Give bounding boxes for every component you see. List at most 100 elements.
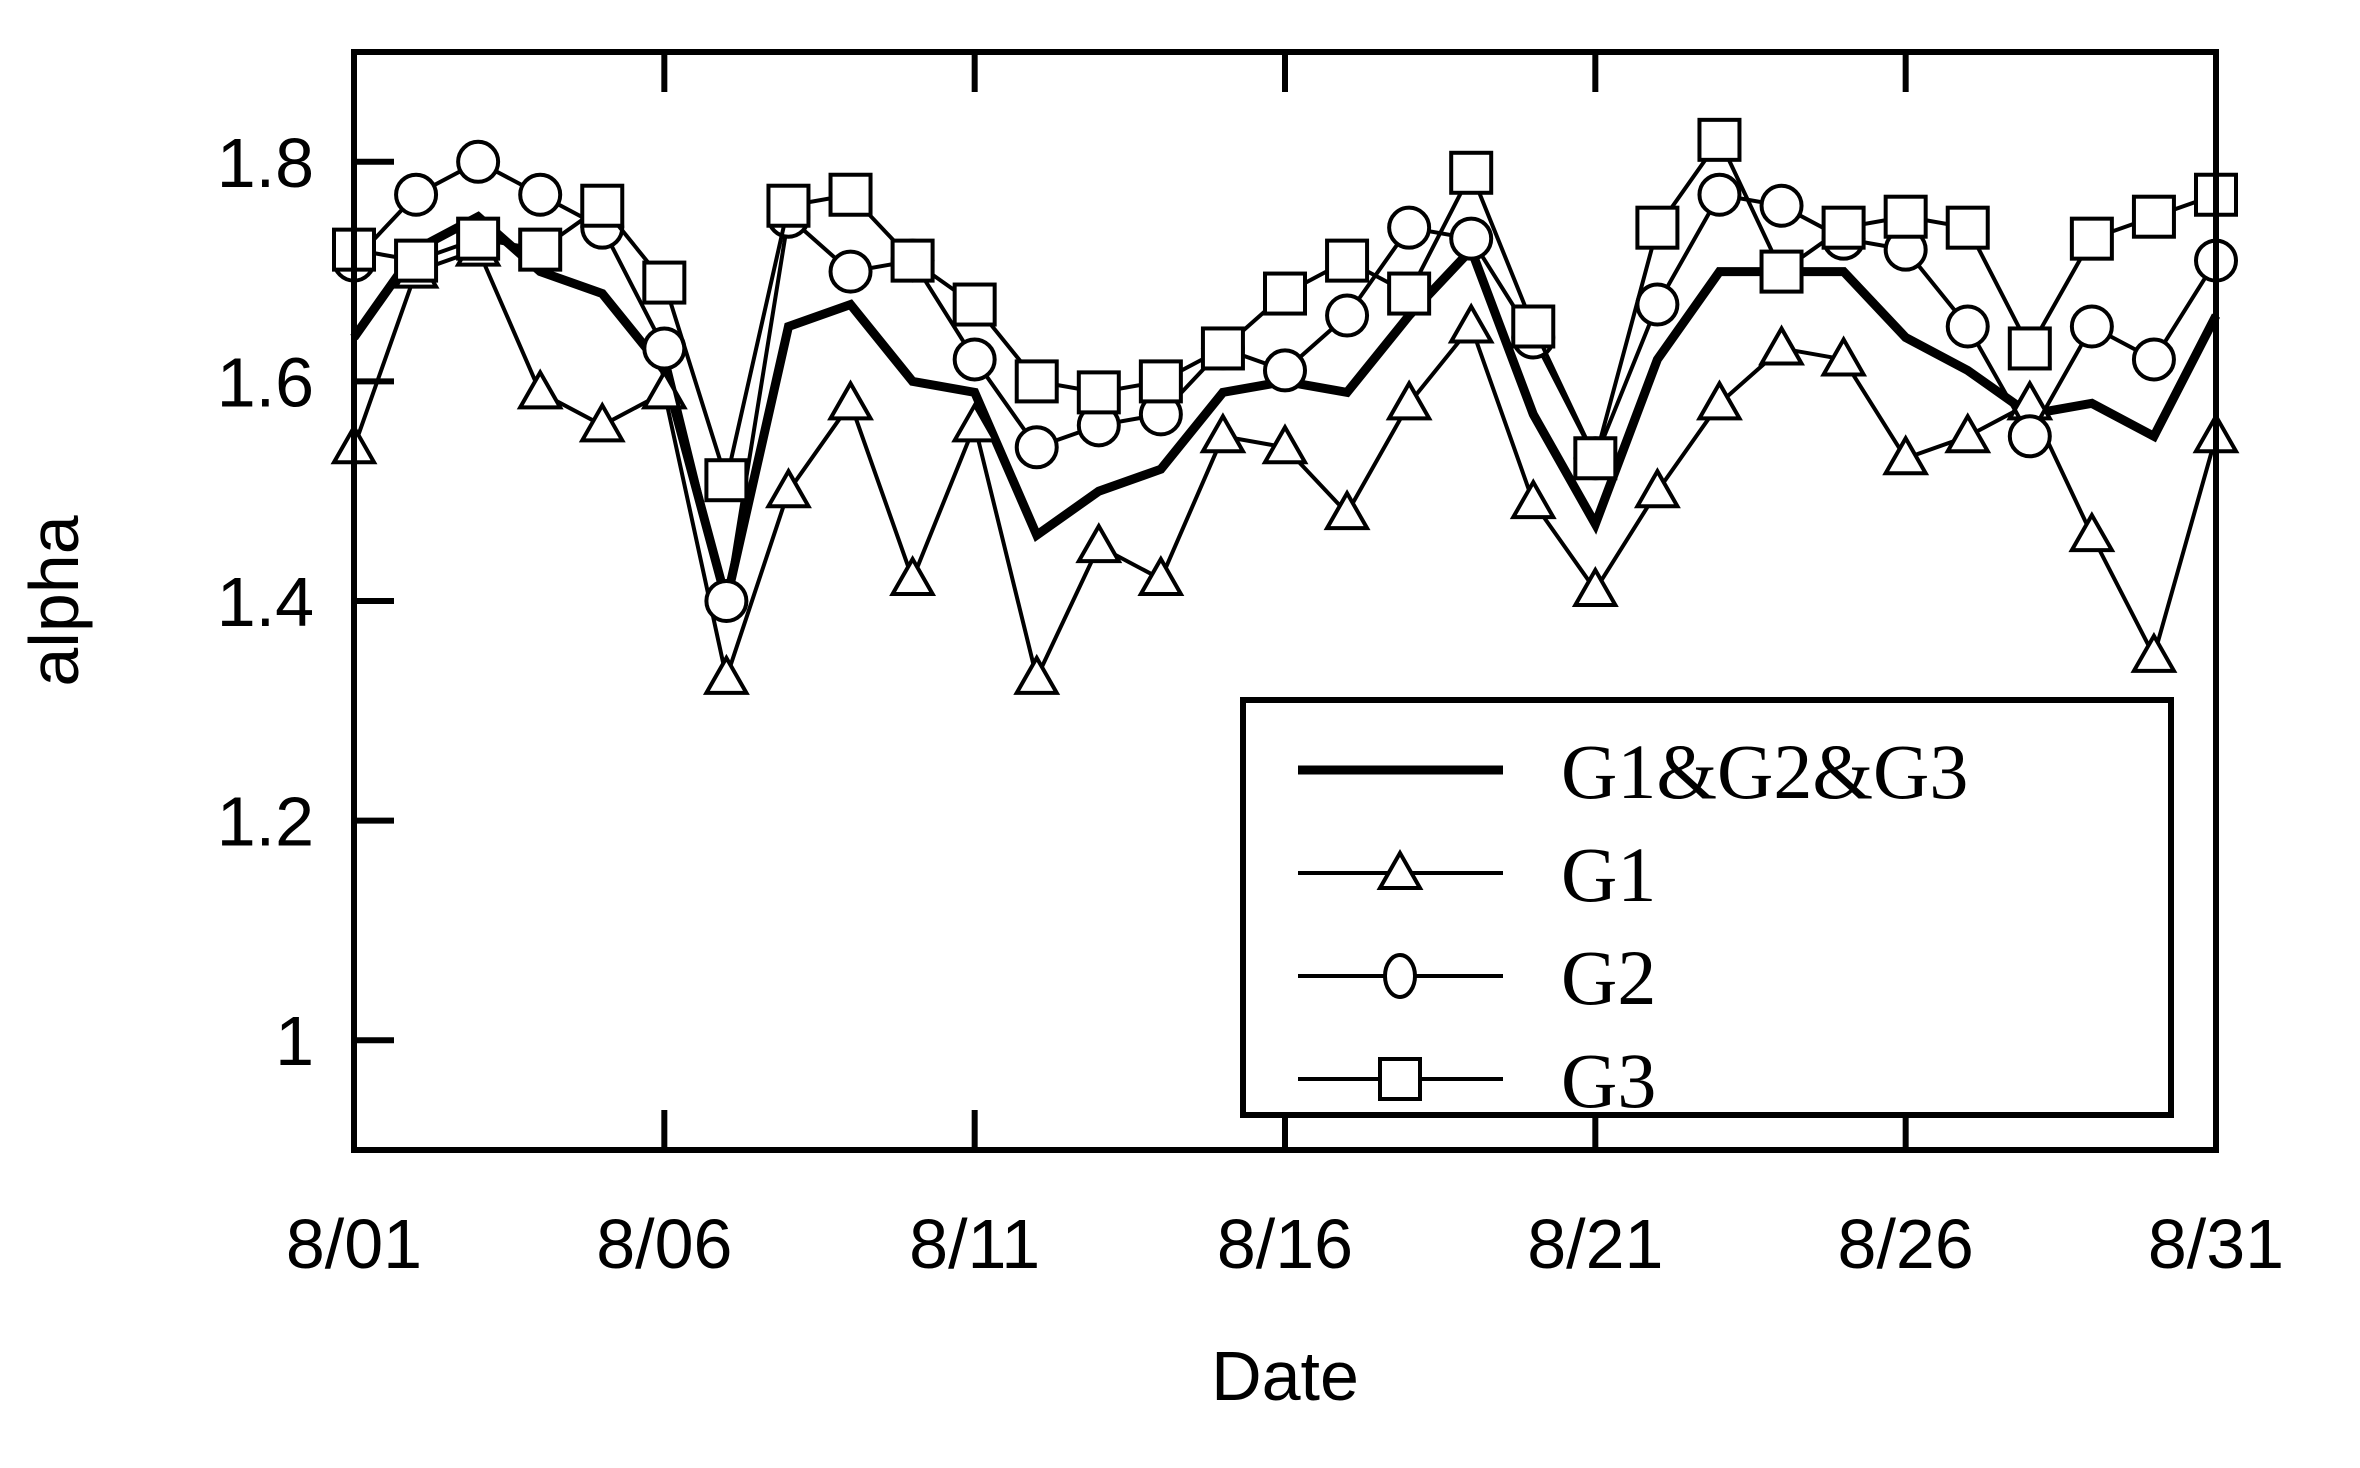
circle-marker-icon	[1325, 293, 1370, 338]
legend-label: G2	[1561, 934, 1656, 1021]
y-axis-title: alpha	[15, 515, 93, 686]
triangle-marker-icon	[2130, 631, 2178, 673]
square-marker-icon	[2131, 194, 2176, 239]
triangle-marker-icon	[1820, 335, 1868, 377]
x-tick-label: 8/26	[1838, 1205, 1974, 1283]
x-tick-label: 8/06	[596, 1205, 732, 1283]
triangle-marker-icon	[1509, 478, 1557, 520]
circle-marker-icon	[518, 172, 563, 217]
square-marker-icon	[2007, 326, 2052, 371]
triangle-marker-icon	[1571, 565, 1619, 608]
circle-legend-icon	[1383, 953, 1417, 999]
square-marker-icon	[1325, 238, 1370, 283]
triangle-marker-icon	[889, 555, 937, 597]
x-tick-label: 8/16	[1217, 1205, 1353, 1283]
triangle-marker-icon	[1013, 653, 1061, 695]
square-marker-icon	[952, 282, 997, 327]
circle-marker-icon	[1449, 216, 1494, 261]
circle-marker-icon	[456, 139, 501, 184]
circle-marker-icon	[2069, 304, 2114, 349]
triangle-marker-icon	[1633, 467, 1681, 509]
circle-marker-icon	[828, 249, 873, 294]
square-marker-icon	[766, 183, 811, 228]
triangle-marker-icon	[765, 467, 812, 509]
x-tick-label: 8/11	[909, 1205, 1040, 1283]
x-tick-label: 8/21	[1527, 1205, 1663, 1283]
square-marker-icon	[1263, 271, 1307, 316]
y-tick-label: 1	[275, 1002, 314, 1080]
triangle-marker-icon	[951, 401, 999, 443]
square-legend-icon	[1378, 1057, 1422, 1101]
square-marker-icon	[890, 238, 935, 283]
legend-label: G3	[1561, 1037, 1656, 1124]
circle-marker-icon	[952, 337, 997, 382]
y-tick-label: 1.4	[217, 563, 314, 641]
legend-item: G1&G2&G3	[1298, 728, 1968, 815]
x-tick-label: 8/01	[286, 1205, 422, 1283]
triangle-marker-icon	[1696, 379, 1743, 421]
triangle-marker-icon	[2068, 511, 2116, 553]
square-marker-icon	[1635, 205, 1680, 250]
circle-marker-icon	[1945, 304, 1990, 349]
y-tick-labels: 1 1.2 1.4 1.6 1.8	[217, 124, 314, 1080]
circle-marker-icon	[704, 579, 749, 623]
circle-marker-icon	[2007, 414, 2052, 459]
triangle-marker-icon	[1882, 434, 1930, 476]
triangle-marker-icon	[702, 653, 750, 695]
square-marker-icon	[1387, 271, 1432, 316]
circle-marker-icon	[1697, 172, 1742, 217]
legend: G1&G2&G3 G1 G2 G3	[1240, 697, 2174, 1124]
square-marker-icon	[1821, 205, 1866, 250]
square-marker-icon	[1883, 194, 1928, 239]
triangle-legend-icon	[1376, 848, 1424, 890]
square-marker-icon	[456, 216, 501, 261]
triangle-marker-icon	[1261, 423, 1309, 465]
triangle-marker-icon	[1758, 324, 1805, 366]
triangle-marker-icon	[516, 368, 564, 410]
square-marker-icon	[1511, 304, 1556, 349]
square-marker-icon	[580, 183, 625, 228]
square-marker-icon	[1573, 436, 1618, 481]
series-g3	[332, 117, 2238, 503]
square-marker-icon	[1759, 249, 1804, 294]
square-marker-icon	[1449, 150, 1494, 195]
legend-label: G1	[1561, 831, 1656, 918]
circle-marker-icon	[1387, 205, 1432, 250]
square-marker-icon	[1697, 117, 1742, 162]
square-marker-icon	[1076, 370, 1121, 415]
legend-item: G2	[1298, 934, 1656, 1021]
square-marker-icon	[1138, 359, 1183, 404]
x-tick-labels: 8/01 8/06 8/11 8/16 8/21 8/26 8/31	[286, 1205, 2284, 1283]
square-marker-icon	[1945, 205, 1990, 250]
triangle-marker-icon	[1447, 302, 1495, 344]
circle-marker-icon	[2131, 337, 2176, 382]
circle-marker-icon	[394, 172, 439, 217]
circle-marker-icon	[1263, 348, 1307, 393]
y-tick-label: 1.2	[217, 783, 314, 861]
x-tick-label: 8/31	[2148, 1205, 2284, 1283]
triangle-marker-icon	[578, 401, 626, 443]
triangle-marker-icon	[1199, 412, 1247, 454]
circle-marker-icon	[642, 326, 687, 371]
triangle-marker-icon	[1385, 379, 1433, 421]
circle-marker-icon	[1014, 425, 1059, 470]
triangle-marker-icon	[1137, 555, 1185, 597]
legend-item: G1	[1298, 831, 1656, 918]
triangle-marker-icon	[1075, 522, 1123, 564]
square-marker-icon	[642, 260, 687, 305]
x-axis-title: Date	[1211, 1337, 1359, 1415]
triangle-marker-icon	[827, 379, 874, 421]
triangle-marker-icon	[1944, 412, 1992, 454]
square-marker-icon	[518, 227, 563, 272]
square-marker-icon	[1014, 359, 1059, 404]
y-tick-label: 1.6	[217, 343, 314, 421]
square-marker-icon	[828, 172, 873, 217]
square-marker-icon	[2069, 216, 2114, 261]
square-marker-icon	[704, 458, 749, 503]
plot-series	[330, 117, 2240, 695]
square-marker-icon	[1200, 326, 1245, 371]
legend-item: G3	[1298, 1037, 1656, 1124]
circle-marker-icon	[1635, 282, 1680, 327]
triangle-marker-icon	[1323, 489, 1371, 531]
